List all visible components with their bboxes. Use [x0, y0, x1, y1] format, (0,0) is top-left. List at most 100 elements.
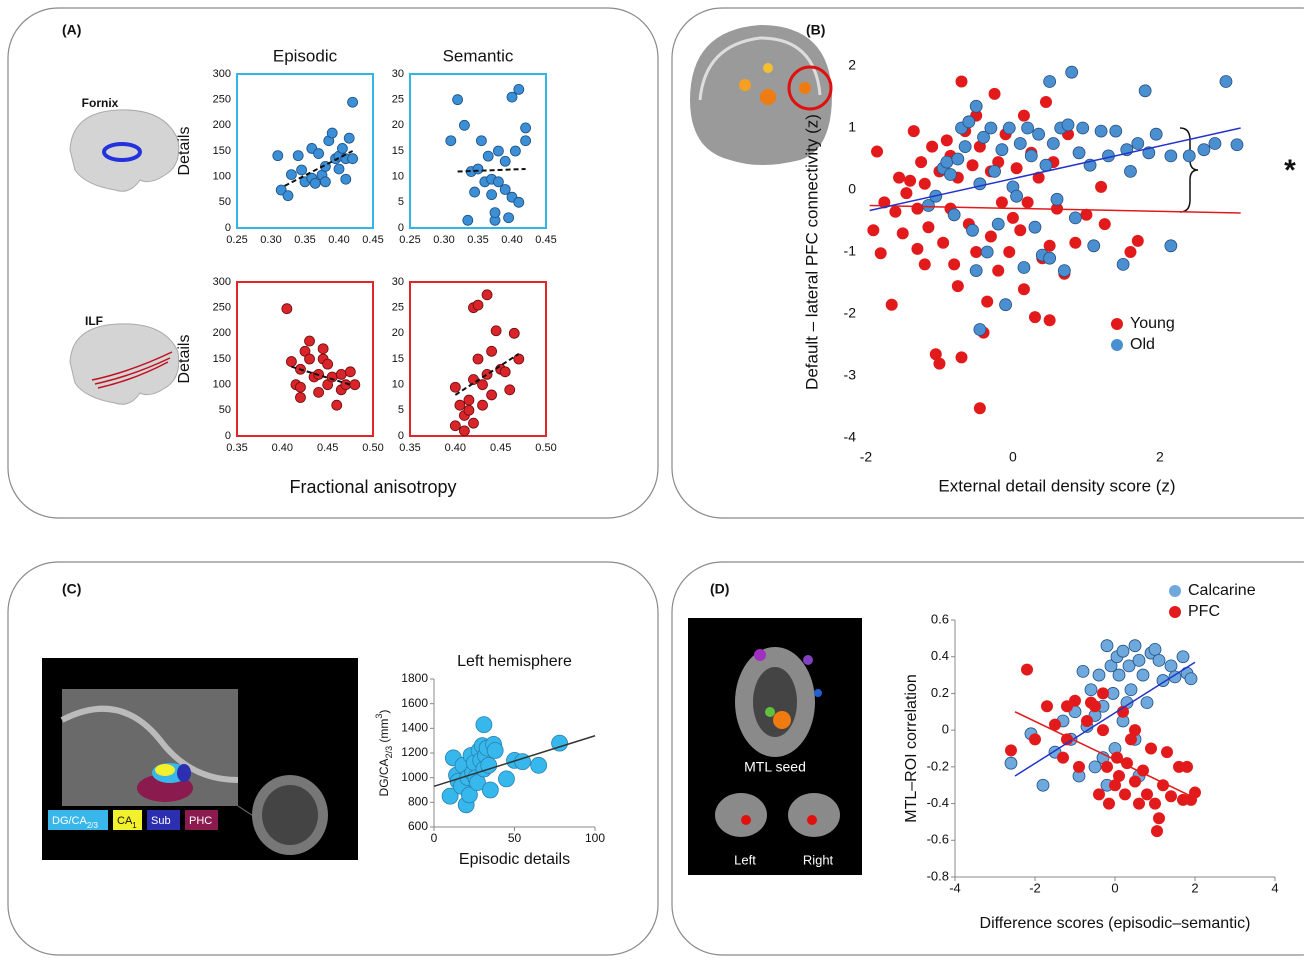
data-point — [337, 143, 347, 153]
brain-image — [70, 110, 179, 191]
y-tick-label: -0.8 — [927, 868, 949, 883]
data-point — [463, 215, 473, 225]
data-point — [1058, 265, 1070, 277]
data-point — [985, 231, 997, 243]
data-point — [989, 165, 1001, 177]
data-point — [293, 151, 303, 161]
data-point — [1069, 212, 1081, 224]
data-point — [500, 367, 510, 377]
data-point — [1069, 237, 1081, 249]
y-tick-label: 1000 — [401, 770, 428, 784]
data-point — [933, 358, 945, 370]
data-point — [332, 400, 342, 410]
data-point — [334, 164, 344, 174]
y-tick-label: 0.2 — [931, 685, 949, 700]
y-tick-label: 10 — [392, 171, 404, 183]
data-point — [336, 369, 346, 379]
region-label: Sub — [151, 815, 171, 827]
data-point — [1000, 299, 1012, 311]
data-point — [473, 164, 483, 174]
y-tick-label: 0.6 — [931, 611, 949, 626]
figure: (A) (B) (C) (D) Fornix ILF Fractional an… — [0, 0, 1304, 961]
data-point — [314, 149, 324, 159]
data-point — [500, 156, 510, 166]
data-point — [1081, 715, 1093, 727]
data-point — [473, 300, 483, 310]
data-point — [327, 372, 337, 382]
data-point — [1149, 798, 1161, 810]
data-point — [514, 84, 524, 94]
data-point — [1021, 664, 1033, 676]
data-point — [1198, 144, 1210, 156]
y-tick-label: 25 — [392, 302, 404, 314]
y-tick-label: -0.4 — [927, 795, 949, 810]
data-point — [992, 265, 1004, 277]
data-point — [1041, 700, 1053, 712]
y-tick-label: 0 — [398, 222, 404, 234]
data-point — [509, 328, 519, 338]
y-axis-label-part: DG/CA — [377, 758, 391, 796]
data-point — [1077, 122, 1089, 134]
legend-label: Young — [1130, 315, 1175, 332]
mri-image — [688, 618, 862, 875]
data-point — [1117, 258, 1129, 270]
data-point — [908, 125, 920, 137]
y-axis-label: Default – lateral PFC connectivity (z) — [802, 114, 821, 390]
x-axis-label: Difference scores (episodic–semantic) — [980, 915, 1251, 932]
y-tick-label: 100 — [213, 171, 231, 183]
y-tick-label: 0 — [398, 430, 404, 442]
data-point — [1141, 788, 1153, 800]
data-point — [1044, 76, 1056, 88]
legend-label: Old — [1130, 336, 1155, 353]
data-point — [1040, 159, 1052, 171]
data-point — [1151, 825, 1163, 837]
data-point — [1097, 687, 1109, 699]
data-point — [1033, 128, 1045, 140]
data-point — [348, 154, 358, 164]
data-point — [893, 172, 905, 184]
x-tick-label: 0.25 — [226, 234, 247, 246]
data-point — [1095, 181, 1107, 193]
data-point — [944, 169, 956, 181]
y-tick-label: 150 — [213, 353, 231, 365]
y-tick-label: 30 — [392, 276, 404, 288]
data-point — [1044, 252, 1056, 264]
y-tick-label: -2 — [844, 305, 857, 321]
data-point — [1003, 246, 1015, 258]
data-point — [1117, 645, 1129, 657]
data-point — [344, 133, 354, 143]
region-label-sub: 2/3 — [87, 821, 99, 830]
data-point — [919, 258, 931, 270]
data-point — [348, 97, 358, 107]
y-tick-label: 200 — [213, 327, 231, 339]
data-point — [453, 95, 463, 105]
panel-label: (D) — [710, 581, 729, 597]
data-point — [1209, 138, 1221, 150]
x-tick-label: 0.45 — [362, 234, 383, 246]
data-point — [491, 326, 501, 336]
data-point — [926, 141, 938, 153]
data-point — [478, 380, 488, 390]
data-point — [514, 197, 524, 207]
brain-image — [70, 324, 179, 404]
data-point — [478, 400, 488, 410]
data-point — [1161, 746, 1173, 758]
x-tick-label: 100 — [585, 831, 605, 845]
data-point — [937, 237, 949, 249]
data-point — [1145, 743, 1157, 755]
data-point — [996, 196, 1008, 208]
plot-frame — [410, 74, 546, 228]
y-tick-label: -0.2 — [927, 758, 949, 773]
data-point — [1137, 669, 1149, 681]
data-point — [1132, 138, 1144, 150]
y-tick-label: -4 — [844, 429, 857, 445]
region-label-text: CA — [117, 815, 133, 827]
data-point — [464, 405, 474, 415]
data-point — [450, 421, 460, 431]
data-point — [1018, 262, 1030, 274]
data-point — [1037, 779, 1049, 791]
data-point — [1093, 788, 1105, 800]
x-tick-label: 0.40 — [501, 234, 522, 246]
y-axis-label: MTL–ROI correlation — [903, 674, 920, 823]
data-point — [1099, 218, 1111, 230]
